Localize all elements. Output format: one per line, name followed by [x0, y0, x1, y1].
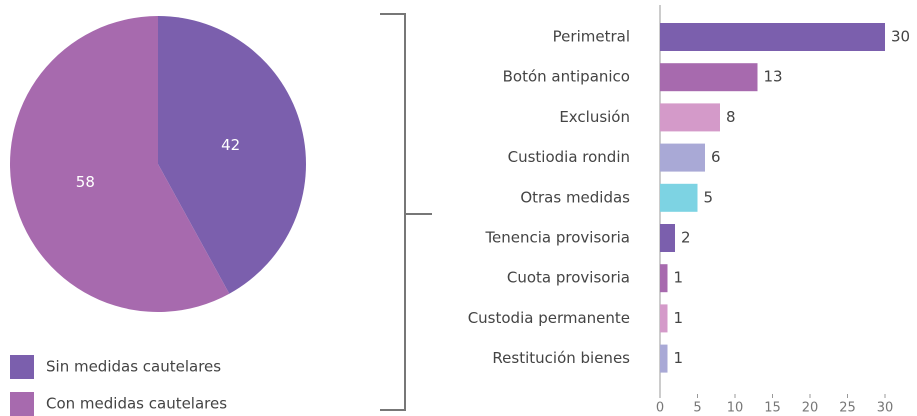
bar: [660, 224, 675, 252]
value-label: 30: [891, 28, 910, 46]
bar: [660, 344, 668, 373]
category-label: Botón antipanico: [503, 68, 630, 86]
x-tick-label: 20: [802, 401, 819, 416]
category-label: Exclusión: [559, 108, 630, 126]
legend-label: Sin medidas cautelares: [46, 358, 221, 376]
value-label: 2: [681, 229, 691, 247]
category-label: Otras medidas: [520, 188, 630, 206]
bar: [660, 143, 705, 172]
category-label: Perimetral: [553, 28, 630, 46]
pie-slice: [158, 16, 307, 294]
x-tick-label: 30: [877, 401, 894, 416]
pie-slice: [10, 16, 230, 312]
value-label: 13: [764, 68, 783, 86]
category-label: Tenencia provisoria: [484, 229, 630, 247]
bar: [660, 304, 668, 333]
value-label: 6: [711, 148, 721, 166]
category-label: Custiodia rondin: [508, 148, 630, 166]
x-tick-label: 15: [764, 401, 781, 416]
slice-label: 58: [76, 173, 95, 191]
bracket: [380, 13, 432, 411]
value-label: 8: [726, 108, 736, 126]
legend-swatch: [10, 392, 34, 416]
value-label: 1: [674, 269, 684, 287]
bar: [660, 183, 698, 212]
category-label: Custodia permanente: [468, 309, 630, 327]
bar: [660, 63, 758, 92]
x-tick-label: 10: [727, 401, 744, 416]
bar: [660, 23, 885, 51]
value-label: 5: [704, 188, 714, 206]
legend-label: Con medidas cautelares: [46, 395, 227, 413]
value-label: 1: [674, 309, 684, 327]
category-label: Restitución bienes: [492, 349, 630, 367]
legend-swatch: [10, 355, 34, 379]
value-label: 1: [674, 349, 684, 367]
slice-label: 42: [221, 136, 240, 154]
x-tick-label: 5: [693, 401, 701, 416]
bar: [660, 103, 720, 132]
x-tick-label: 25: [839, 401, 856, 416]
category-label: Cuota provisoria: [507, 269, 630, 287]
bar: [660, 264, 668, 293]
x-tick-label: 0: [656, 401, 664, 416]
